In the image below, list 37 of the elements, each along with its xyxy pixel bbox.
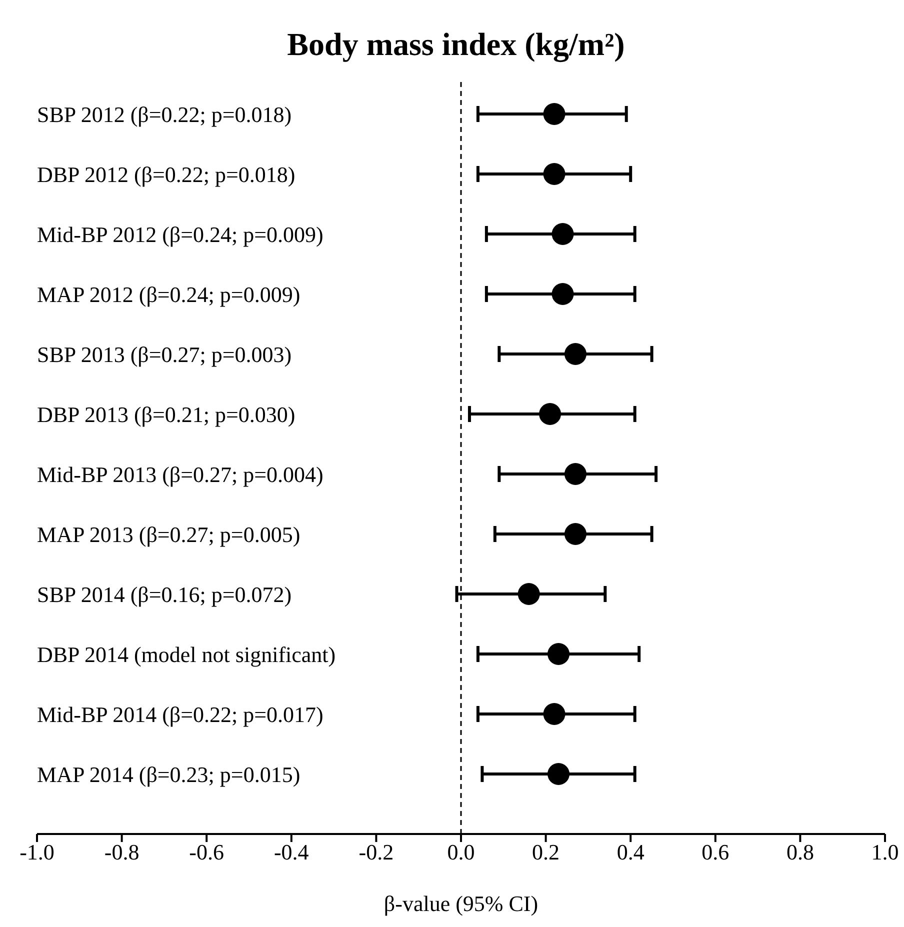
y-tick-label: Mid-BP 2012 (β=0.24; p=0.009) xyxy=(37,222,324,247)
point xyxy=(518,583,540,605)
y-tick-label: DBP 2013 (β=0.21; p=0.030) xyxy=(37,402,296,427)
y-tick-label: MAP 2012 (β=0.24; p=0.009) xyxy=(37,282,300,307)
x-tick-label: -0.8 xyxy=(104,840,140,865)
point xyxy=(543,163,566,185)
x-tick-label: -0.4 xyxy=(274,840,309,865)
x-axis-title: β-value (95% CI) xyxy=(384,891,538,916)
point xyxy=(548,763,570,785)
y-tick-label: Mid-BP 2014 (β=0.22; p=0.017) xyxy=(37,702,324,727)
x-tick-label: 1.0 xyxy=(871,840,899,865)
x-tick-label: -1.0 xyxy=(20,840,54,865)
point xyxy=(564,523,586,545)
y-tick-label: SBP 2012 (β=0.22; p=0.018) xyxy=(37,102,292,127)
point xyxy=(548,643,570,665)
point xyxy=(564,343,586,365)
x-tick-label: 0.4 xyxy=(616,840,644,865)
y-tick-label: DBP 2012 (β=0.22; p=0.018) xyxy=(37,162,296,187)
point xyxy=(564,463,586,485)
x-tick-label: -0.6 xyxy=(189,840,224,865)
point xyxy=(539,403,562,425)
y-tick-label: MAP 2013 (β=0.27; p=0.005) xyxy=(37,522,300,547)
x-tick-label: 0.0 xyxy=(447,840,475,865)
x-tick-label: -0.2 xyxy=(358,840,394,865)
chart-title: Body mass index (kg/m²) xyxy=(286,25,626,64)
x-tick-label: 0.8 xyxy=(786,840,814,865)
x-tick-label: 0.2 xyxy=(532,840,560,865)
y-tick-label: DBP 2014 (model not significant) xyxy=(37,642,336,667)
point xyxy=(543,103,566,125)
y-tick-label: MAP 2014 (β=0.23; p=0.015) xyxy=(37,762,300,787)
y-tick-label: Mid-BP 2013 (β=0.27; p=0.004) xyxy=(37,462,324,487)
point xyxy=(552,283,574,305)
y-tick-label: SBP 2014 (β=0.16; p=0.072) xyxy=(37,582,292,607)
point xyxy=(552,223,574,245)
x-tick-label: 0.6 xyxy=(702,840,730,865)
point xyxy=(543,703,566,725)
y-tick-label: SBP 2013 (β=0.27; p=0.003) xyxy=(37,342,292,367)
